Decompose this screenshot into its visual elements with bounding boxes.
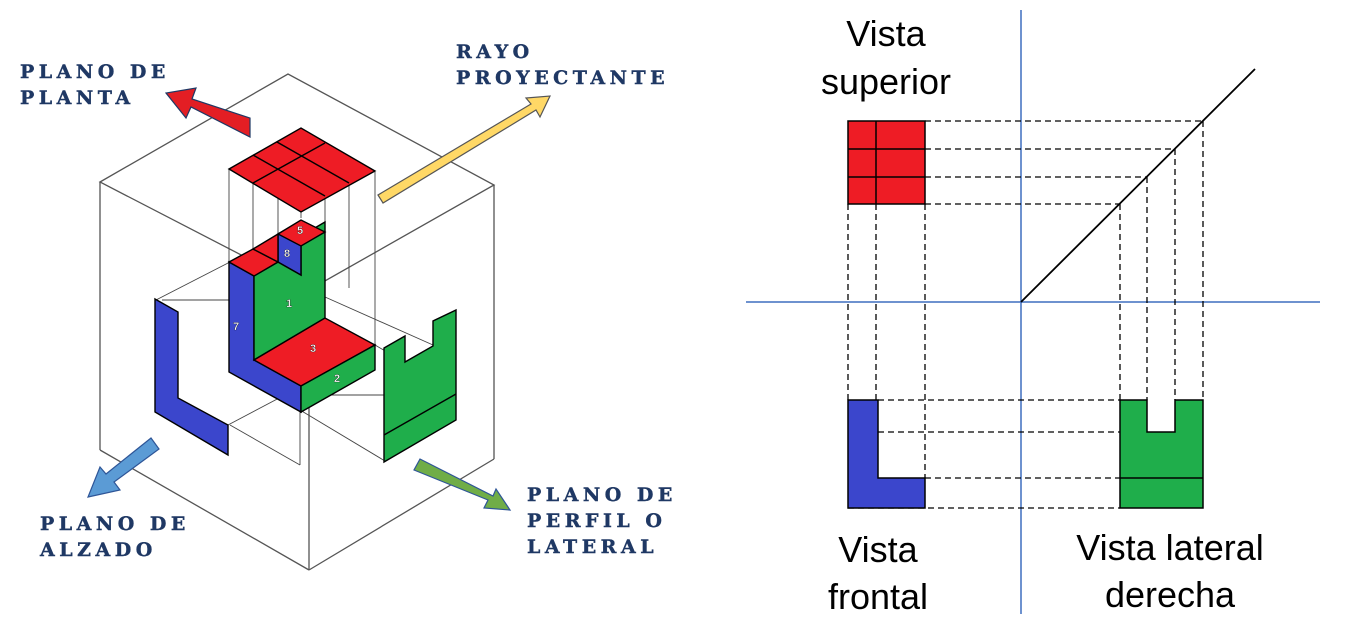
face-number-1: 1 xyxy=(286,298,292,310)
label-plano-alzado-2: ALZADO xyxy=(39,539,157,561)
vista-frontal-shape xyxy=(847,399,926,509)
label-plano-planta-2: PLANTA xyxy=(20,87,135,109)
face-numbers: 1 2 3 5 7 8 xyxy=(233,225,340,385)
label-plano-perfil-2: PERFIL O xyxy=(527,510,666,532)
label-rayo-1: RAYO xyxy=(456,41,534,63)
vista-superior-shape xyxy=(847,120,926,205)
label-rayo-2: PROYECTANTE xyxy=(456,67,669,89)
isometric-drawing: 1 2 3 5 7 8 PLANO DE PLANTA RAYO PROYECT… xyxy=(20,41,677,571)
top-plane-projection xyxy=(227,127,377,213)
face-number-5: 5 xyxy=(297,225,303,237)
label-vista-lateral-1: Vista lateral xyxy=(1076,527,1263,568)
label-plano-perfil-1: PLANO DE xyxy=(527,484,677,506)
label-vista-frontal-2: frontal xyxy=(828,576,928,617)
miter-line xyxy=(1020,68,1256,303)
label-plano-perfil-3: LATERAL xyxy=(527,536,658,558)
arrow-planta xyxy=(164,87,251,138)
face-number-3: 3 xyxy=(310,343,316,355)
arrow-rayo xyxy=(377,95,551,204)
solid-object xyxy=(227,219,377,414)
label-plano-planta-1: PLANO DE xyxy=(20,61,170,83)
label-vista-frontal-1: Vista xyxy=(838,529,918,570)
vista-lateral-shape xyxy=(1119,399,1204,509)
label-vista-superior-2: superior xyxy=(821,61,951,102)
label-vista-lateral-2: derecha xyxy=(1105,574,1236,615)
front-plane-projection xyxy=(154,297,229,457)
face-number-7: 7 xyxy=(233,321,239,333)
side-plane-projection xyxy=(383,308,457,464)
arrow-alzado xyxy=(87,437,160,498)
arrow-perfil xyxy=(413,458,512,511)
face-number-8: 8 xyxy=(284,248,290,260)
face-number-2: 2 xyxy=(334,373,340,385)
label-vista-superior-1: Vista xyxy=(846,13,926,54)
dashed-projectors xyxy=(847,120,1204,509)
orthographic-views: Vista superior Vista frontal Vista later… xyxy=(746,10,1320,617)
label-plano-alzado-1: PLANO DE xyxy=(40,513,190,535)
